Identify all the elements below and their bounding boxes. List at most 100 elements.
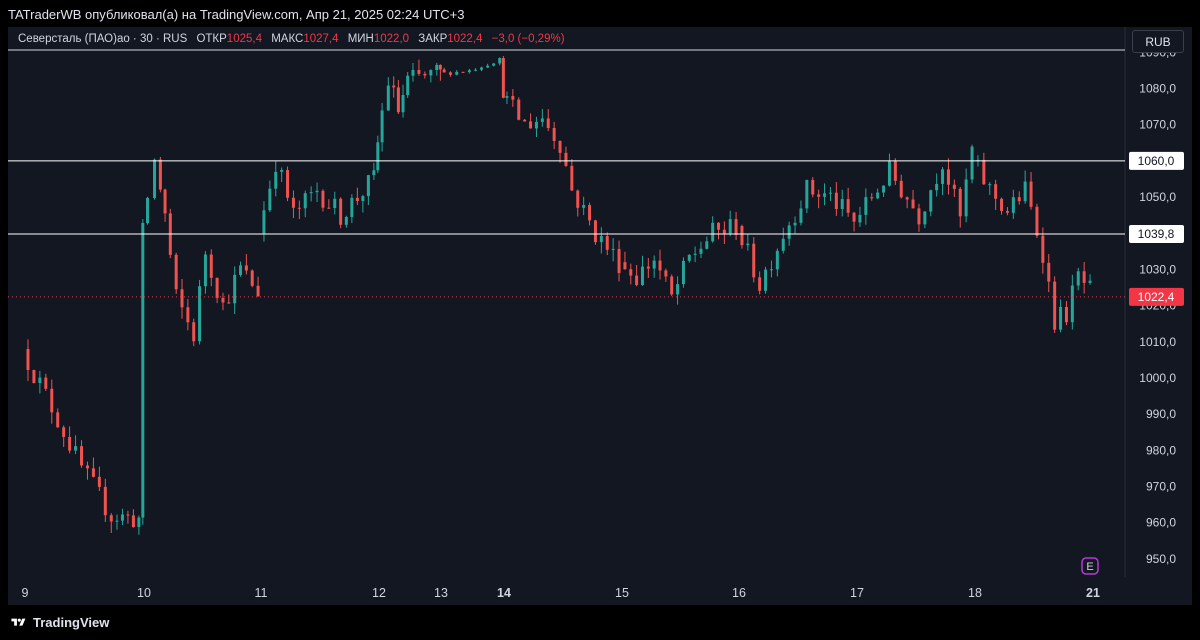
candle-body [834, 192, 838, 210]
candle-body [1005, 211, 1009, 213]
candle-body [186, 307, 190, 323]
level-label: 1039,8 [1138, 227, 1175, 241]
tradingview-logo[interactable]: TradingView [10, 615, 109, 630]
candle-body [474, 69, 478, 71]
candle-body [769, 269, 773, 271]
candle-body [62, 427, 66, 437]
candle-body [227, 302, 231, 304]
candle-body [758, 277, 762, 291]
candle-body [1029, 181, 1033, 207]
candle-body [442, 69, 446, 73]
last-price-label: 1022,4 [1138, 290, 1175, 304]
currency-button[interactable]: RUB [1132, 30, 1184, 53]
candle-body [864, 197, 868, 215]
candle-body [629, 269, 633, 276]
candle-body [540, 118, 544, 122]
candle-body [163, 189, 167, 214]
candle-body [361, 196, 365, 202]
candle-body [840, 199, 844, 210]
candle-body [652, 260, 656, 269]
candle-body [376, 142, 380, 171]
candle-body [85, 465, 89, 469]
candle-body [486, 65, 490, 68]
candle-body [74, 446, 78, 451]
candle-body [91, 468, 95, 477]
candle-body [327, 207, 331, 209]
candle-body [109, 515, 113, 522]
candle-body [576, 190, 580, 208]
candle-body [846, 199, 850, 213]
candle-body [588, 205, 592, 221]
high-label: МАКС [271, 33, 304, 45]
candle-body [146, 197, 150, 224]
candle-body [1035, 206, 1039, 236]
candle-body [1047, 262, 1051, 282]
candle-body [274, 171, 278, 189]
y-tick-label: 1000,0 [1139, 371, 1176, 385]
candle-body [805, 179, 809, 209]
candle-body [401, 94, 405, 113]
candle-body [505, 96, 509, 98]
candle-body [687, 254, 691, 261]
candle-body [233, 274, 237, 304]
candle-body [501, 58, 505, 98]
candle-body [858, 214, 862, 223]
candle-body [448, 72, 452, 75]
candle-body [887, 161, 891, 186]
candle-body [417, 70, 421, 74]
candle-body [68, 436, 72, 451]
candle-body [646, 266, 650, 269]
candle-body [676, 284, 680, 295]
candle-body [717, 222, 721, 230]
candle-body [817, 194, 821, 197]
tradingview-brand: TradingView [33, 615, 110, 630]
close-label: ЗАКР [418, 33, 448, 45]
candle-body [611, 248, 615, 250]
candle-body [203, 254, 207, 287]
candle-body [411, 70, 415, 76]
candle-body [946, 169, 950, 185]
candle-body [438, 64, 442, 70]
candle-body [26, 349, 30, 370]
x-tick-label: 11 [255, 586, 268, 600]
y-tick-label: 990,0 [1146, 407, 1176, 421]
candle-body [406, 75, 410, 95]
candle-body [1076, 271, 1080, 286]
candle-body [711, 222, 715, 242]
candle-body [256, 285, 260, 297]
candle-body [811, 179, 815, 195]
candle-body [882, 185, 886, 193]
candle-body [988, 184, 992, 186]
candle-body [286, 170, 290, 198]
candle-body [1082, 271, 1086, 283]
candle-body [262, 210, 266, 234]
x-tick-label: 17 [850, 586, 864, 600]
candle-body [386, 85, 390, 111]
candle-body [511, 96, 515, 100]
candle-body [793, 222, 797, 226]
candle-body [734, 219, 738, 235]
y-tick-label: 1080,0 [1139, 82, 1176, 96]
candle-body [994, 184, 998, 199]
candle-body [681, 260, 685, 285]
candle-body [498, 58, 502, 64]
candle-body [344, 217, 348, 225]
candle-body [366, 175, 370, 197]
candle-body [787, 225, 791, 239]
candle-body [244, 265, 248, 271]
chart-pane[interactable]: 1090,01080,01070,01060,01050,01040,01030… [8, 27, 1192, 605]
candle-body [617, 248, 621, 273]
y-tick-label: 950,0 [1146, 552, 1176, 566]
candle-body [250, 270, 254, 286]
y-tick-label: 960,0 [1146, 516, 1176, 530]
candle-body [893, 161, 897, 181]
candle-body [192, 322, 196, 342]
earnings-marker-icon [1081, 557, 1099, 575]
y-tick-label: 1050,0 [1139, 190, 1176, 204]
candle-body [623, 262, 627, 270]
candle-body [209, 254, 213, 278]
candle-body [153, 159, 157, 198]
candle-body [455, 71, 459, 75]
price-chart[interactable]: 1090,01080,01070,01060,01050,01040,01030… [8, 27, 1192, 605]
candle-body [392, 85, 396, 88]
